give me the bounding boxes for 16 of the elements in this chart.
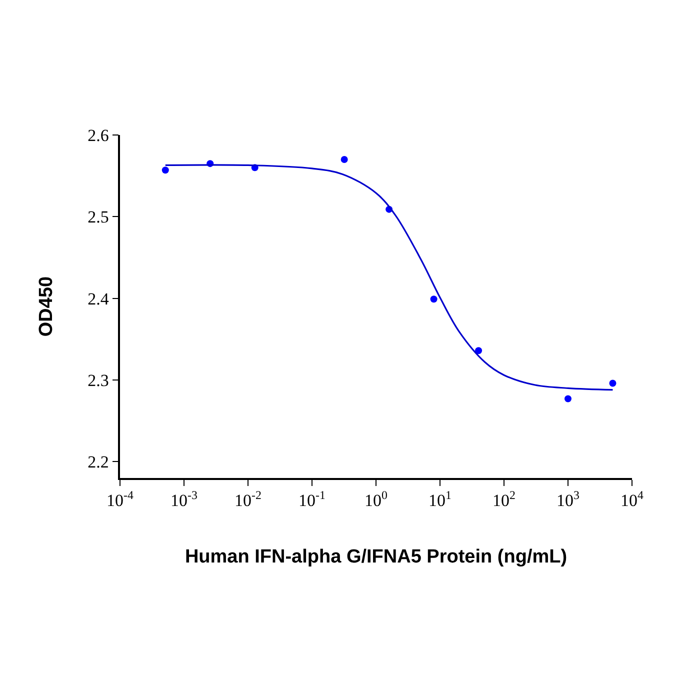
y-tick-label: 2.4 xyxy=(88,289,110,308)
y-tick-label: 2.6 xyxy=(88,126,109,145)
y-tick-label: 2.5 xyxy=(88,208,109,227)
x-tick-label: 10$^{-3}$ xyxy=(170,488,198,510)
x-tick-label: 10$^{-4}$ xyxy=(106,488,134,510)
x-tick-label: 10$^{4}$ xyxy=(620,488,644,510)
x-tick-label: 10$^{1}$ xyxy=(428,488,452,510)
y-axis-title: OD450 xyxy=(36,276,57,337)
y-tick-label: 2.3 xyxy=(88,370,109,390)
y-tick-label: 2.2 xyxy=(88,452,109,472)
x-tick-label: 10$^{3}$ xyxy=(556,488,580,510)
x-tick-label: 10$^{-2}$ xyxy=(234,488,262,510)
x-tick-label: 10$^{2}$ xyxy=(492,488,516,510)
x-axis-title: Human IFN-alpha G/IFNA5 Protein (ng/mL) xyxy=(184,546,568,568)
x-tick-label: 10$^{-1}$ xyxy=(298,488,326,510)
x-tick-label: 10$^{0}$ xyxy=(364,488,388,510)
